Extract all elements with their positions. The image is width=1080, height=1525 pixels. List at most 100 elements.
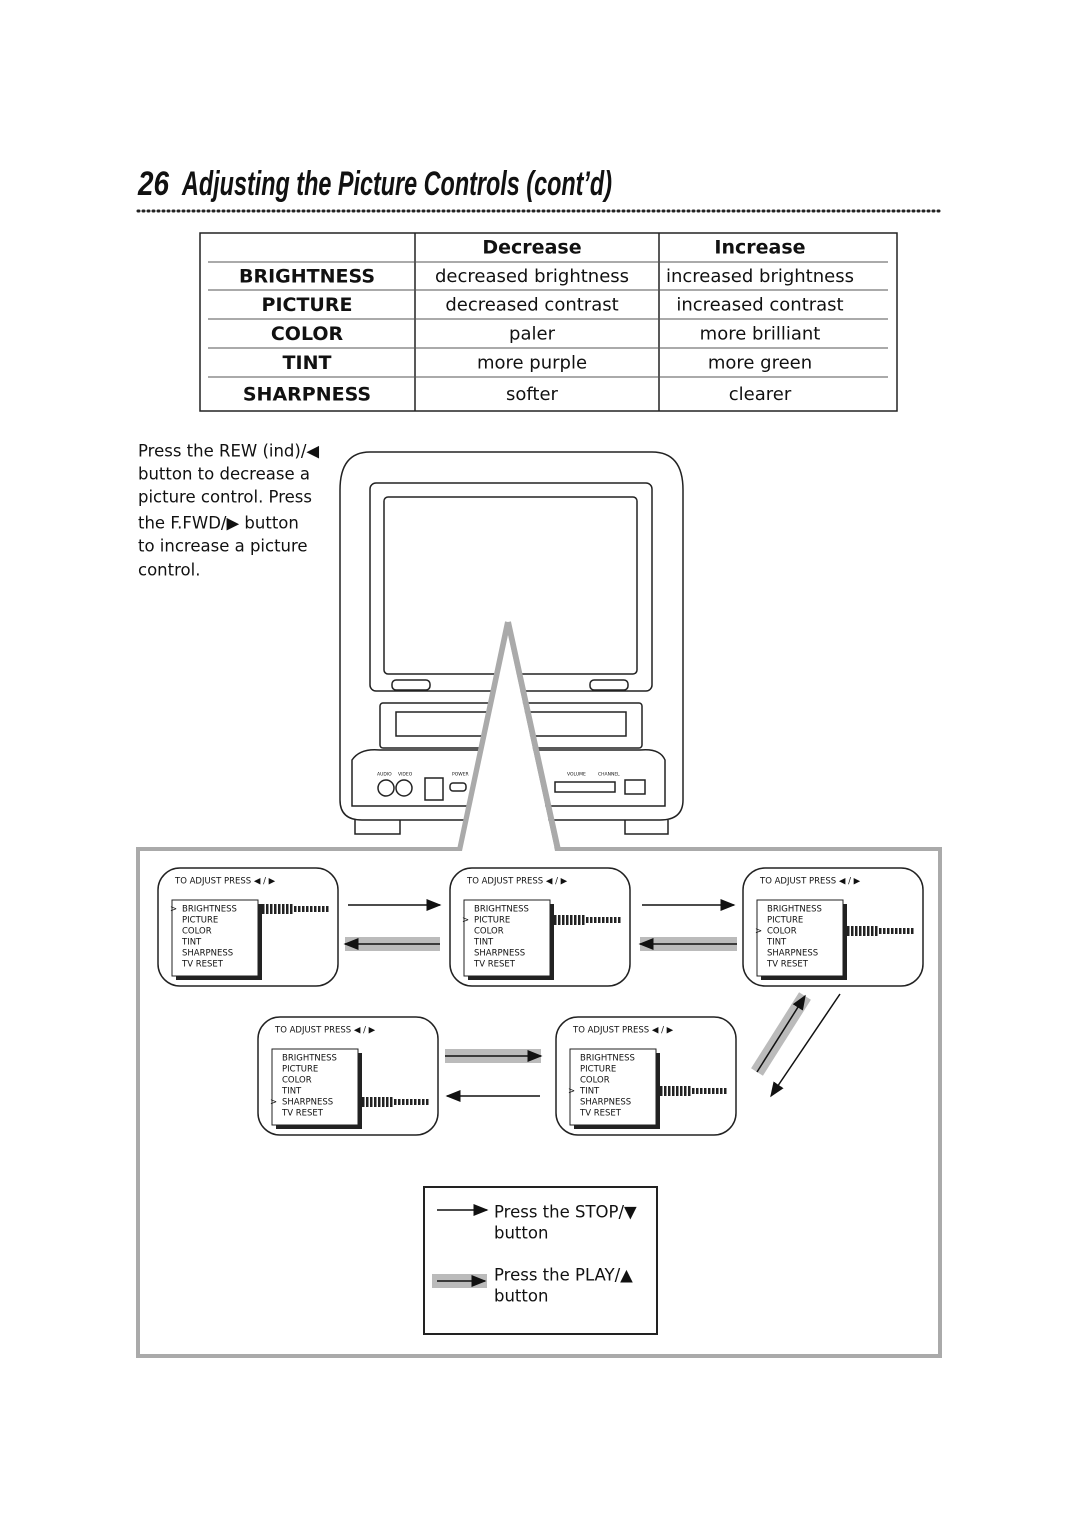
menu-box xyxy=(171,899,259,977)
level-segment xyxy=(382,1097,385,1107)
legend-box xyxy=(423,1186,658,1335)
level-segment xyxy=(704,1088,707,1094)
level-segment xyxy=(911,928,914,934)
level-segment xyxy=(378,1097,381,1107)
level-segment xyxy=(302,906,305,912)
level-segment xyxy=(366,1097,369,1107)
menu-box xyxy=(463,899,551,977)
level-segment xyxy=(618,917,621,923)
level-segment xyxy=(390,1097,393,1107)
column-header: Increase xyxy=(714,237,805,259)
level-segment xyxy=(602,917,605,923)
level-segment xyxy=(362,1097,365,1107)
table-frame xyxy=(199,232,898,412)
level-segment xyxy=(558,915,561,925)
menu-item: TV RESET xyxy=(281,1109,324,1119)
level-segment xyxy=(847,926,850,936)
level-segment xyxy=(562,915,565,925)
menu-item: TV RESET xyxy=(579,1109,622,1119)
menu-box xyxy=(271,1048,359,1126)
instruction-line: to increase a picture xyxy=(138,537,308,556)
instruction-line: button to decrease a xyxy=(138,465,310,484)
level-segment xyxy=(570,915,573,925)
table-cell: more purple xyxy=(477,353,587,374)
menu-cursor: > xyxy=(755,927,762,937)
menu-item: PICTURE xyxy=(182,916,218,926)
play-flow-arrow xyxy=(756,994,806,1073)
menu-item: TINT xyxy=(766,938,787,948)
level-segment xyxy=(278,904,281,914)
level-segment xyxy=(672,1086,675,1096)
level-segment xyxy=(274,904,277,914)
menu-prompt: TO ADJUST PRESS ◀ / ▶ xyxy=(174,877,276,887)
level-segment xyxy=(851,926,854,936)
level-segment xyxy=(262,904,265,914)
menu-item: PICTURE xyxy=(767,916,803,926)
level-segment xyxy=(286,904,289,914)
menu-item: BRIGHTNESS xyxy=(474,905,529,915)
row-label: PICTURE xyxy=(262,294,353,316)
row-label: TINT xyxy=(283,352,332,374)
level-segment xyxy=(294,906,297,912)
menu-item: COLOR xyxy=(182,927,212,937)
level-segment xyxy=(422,1099,425,1105)
level-segment xyxy=(684,1086,687,1096)
menu-item: BRIGHTNESS xyxy=(182,905,237,915)
table-cell: decreased contrast xyxy=(445,295,618,316)
level-segment xyxy=(418,1099,421,1105)
table-cell: more brilliant xyxy=(700,324,821,345)
level-segment xyxy=(386,1097,389,1107)
page-title: Adjusting the Picture Controls (cont’d) xyxy=(181,165,612,203)
level-segment xyxy=(326,906,329,912)
level-segment xyxy=(398,1099,401,1105)
level-segment xyxy=(590,917,593,923)
menu-item: BRIGHTNESS xyxy=(580,1054,635,1064)
row-label: BRIGHTNESS xyxy=(239,266,375,288)
level-segment xyxy=(374,1097,377,1107)
menu-item: COLOR xyxy=(282,1076,312,1086)
menu-item: PICTURE xyxy=(282,1065,318,1075)
menu-prompt: TO ADJUST PRESS ◀ / ▶ xyxy=(274,1026,376,1036)
level-segment xyxy=(406,1099,409,1105)
level-segment xyxy=(314,906,317,912)
table-cell: softer xyxy=(506,384,559,405)
instruction-line: the F.FWD/▶ button xyxy=(138,514,299,533)
menu-prompt: TO ADJUST PRESS ◀ / ▶ xyxy=(759,877,861,887)
level-segment xyxy=(574,915,577,925)
menu-prompt: TO ADJUST PRESS ◀ / ▶ xyxy=(466,877,568,887)
menu-item: COLOR xyxy=(580,1076,610,1086)
level-segment xyxy=(883,928,886,934)
level-segment xyxy=(664,1086,667,1096)
column-header: Decrease xyxy=(482,237,581,259)
level-segment xyxy=(266,904,269,914)
level-segment xyxy=(867,926,870,936)
stop-flow-arrow xyxy=(770,993,841,1098)
menu-cursor: > xyxy=(270,1098,277,1108)
level-segment xyxy=(696,1088,699,1094)
instruction-line: picture control. Press xyxy=(138,488,312,507)
level-segment xyxy=(855,926,858,936)
level-segment xyxy=(554,915,557,925)
level-segment xyxy=(610,917,613,923)
menu-item: SHARPNESS xyxy=(474,949,525,959)
menu-item: SHARPNESS xyxy=(580,1098,631,1108)
level-segment xyxy=(871,926,874,936)
level-segment xyxy=(370,1097,373,1107)
menu-cursor: > xyxy=(170,905,177,915)
panel-label: VOLUME xyxy=(567,772,586,778)
level-segment xyxy=(708,1088,711,1094)
legend-text: button xyxy=(494,1287,548,1306)
legend-text: button xyxy=(494,1224,548,1243)
menu-item: BRIGHTNESS xyxy=(767,905,822,915)
level-segment xyxy=(891,928,894,934)
panel-label: VIDEO xyxy=(398,772,413,778)
level-segment xyxy=(566,915,569,925)
level-segment xyxy=(298,906,301,912)
table-cell: clearer xyxy=(729,384,792,405)
instruction-line: control. xyxy=(138,561,200,580)
level-segment xyxy=(680,1086,683,1096)
level-segment xyxy=(270,904,273,914)
menu-cursor: > xyxy=(568,1087,575,1097)
level-segment xyxy=(668,1086,671,1096)
level-segment xyxy=(859,926,862,936)
